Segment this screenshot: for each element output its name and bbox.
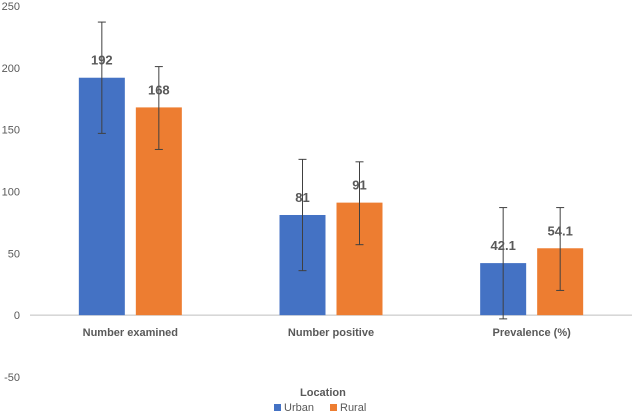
y-tick-label: 150	[2, 125, 20, 137]
data-label-urban-1: 81	[295, 190, 309, 205]
category-label-1: Number positive	[288, 327, 374, 339]
data-label-urban-0: 192	[91, 53, 113, 68]
legend-label-urban: Urban	[284, 402, 314, 414]
data-label-rural-0: 168	[148, 82, 170, 97]
legend-items: Urban Rural	[274, 402, 366, 414]
error-bars	[97, 21, 565, 320]
category-label-0: Number examined	[83, 327, 178, 339]
legend: Location Urban Rural	[274, 387, 366, 414]
legend-swatch-urban	[274, 404, 281, 411]
legend-label-rural: Rural	[340, 402, 366, 414]
category-labels: Number examined Number positive Prevalence…	[83, 327, 571, 339]
y-tick-label: 250	[2, 1, 20, 13]
y-tick-label: -50	[4, 372, 20, 384]
data-label-urban-2: 42.1	[491, 238, 516, 253]
data-label-rural-2: 54.1	[548, 223, 573, 238]
bars	[78, 77, 584, 316]
category-label-2: Prevalence (%)	[493, 327, 572, 339]
legend-swatch-rural	[330, 404, 337, 411]
data-label-rural-1: 91	[352, 178, 366, 193]
y-axis-ticks: -50 0 50 100 150 200 250	[2, 1, 20, 384]
y-tick-label: 0	[14, 310, 20, 322]
y-tick-label: 200	[2, 63, 20, 75]
y-tick-label: 100	[2, 187, 20, 199]
legend-title: Location	[300, 387, 346, 399]
data-labels: 192 168 81 91 42.1 54.1	[91, 53, 573, 253]
y-tick-label: 50	[8, 248, 20, 260]
